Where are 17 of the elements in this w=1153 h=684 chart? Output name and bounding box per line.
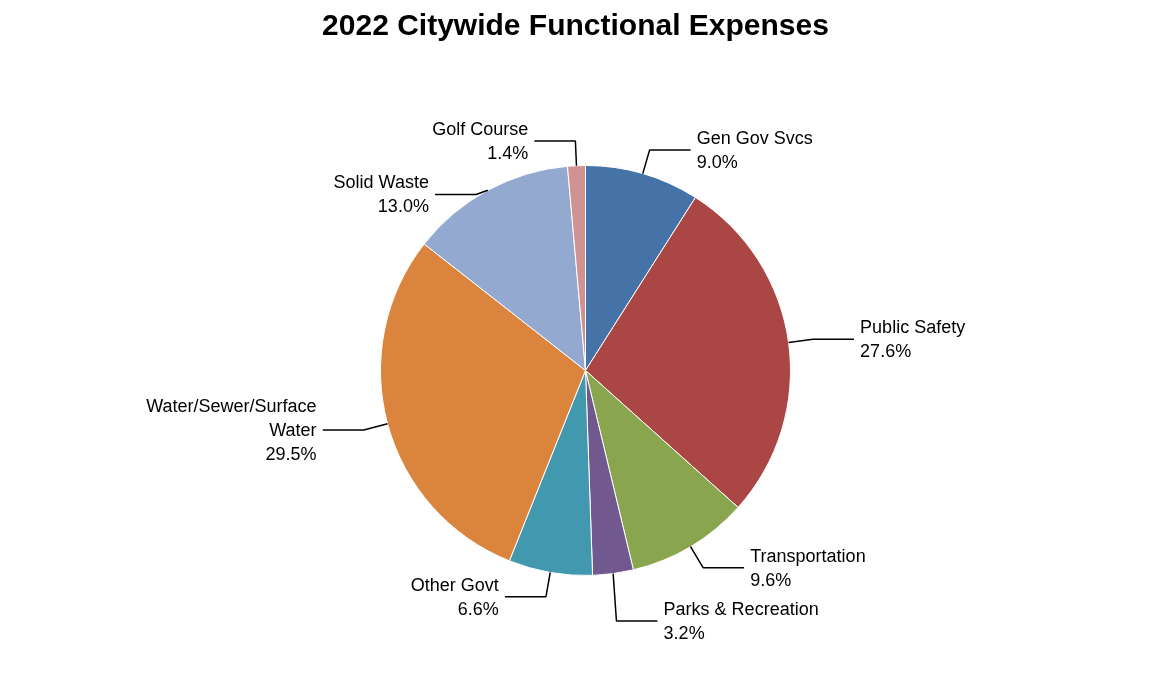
data-label: 1.4% [487, 143, 529, 164]
chart-title: 2022 Citywide Functional Expenses [322, 7, 829, 41]
slice-label: Water/Sewer/Surface Water [146, 396, 317, 441]
slice-label: Gen Gov Svcs [696, 128, 813, 149]
slice-label: Public Safety [860, 317, 966, 338]
data-label: 9.0% [696, 152, 738, 173]
data-label: 13.0% [377, 196, 429, 217]
data-label: 27.6% [860, 341, 912, 362]
data-label: 6.6% [457, 598, 499, 619]
slice-label: Transportation [750, 545, 866, 566]
data-label: 29.5% [265, 444, 317, 465]
slice-label: Golf Course [432, 119, 529, 140]
data-label: 9.6% [750, 569, 792, 590]
slice-label: Other Govt [410, 574, 499, 595]
data-label: 3.2% [663, 622, 705, 643]
slice-label: Solid Waste [333, 172, 429, 193]
slice-label: Parks & Recreation [663, 598, 819, 619]
